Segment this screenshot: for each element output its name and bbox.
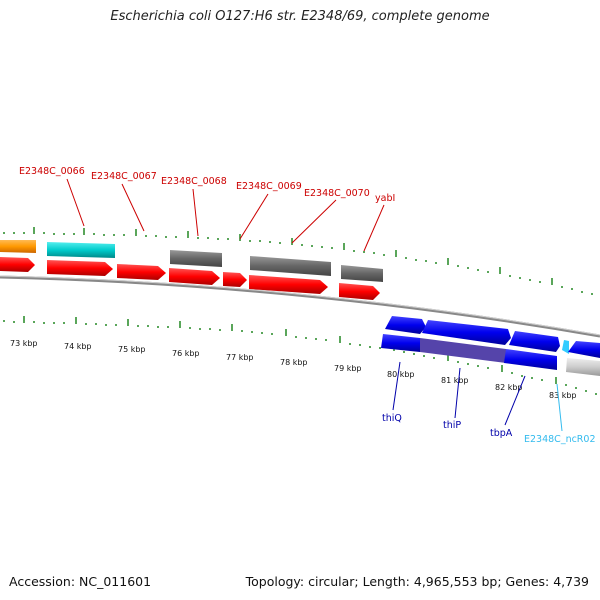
gene-feature[interactable] xyxy=(385,316,426,334)
scale-label: 81 kbp xyxy=(441,376,469,385)
bottom-label-leaders xyxy=(392,361,563,432)
gene-feature[interactable] xyxy=(249,275,328,294)
gene-label[interactable]: E2348C_0068 xyxy=(161,176,227,187)
upper-tick-row xyxy=(3,227,593,295)
top-labels: E2348C_0066 E2348C_0067 E2348C_0068 E234… xyxy=(19,166,395,204)
genome-summary-text: Topology: circular; Length: 4,965,553 bp… xyxy=(245,574,589,589)
scale-label: 74 kbp xyxy=(64,342,92,351)
gene-feature[interactable] xyxy=(250,256,331,276)
gene-label[interactable]: E2348C_ncR02 xyxy=(524,434,596,445)
gene-label[interactable]: tbpA xyxy=(490,428,513,439)
gene-feature[interactable] xyxy=(169,268,220,285)
gene-feature[interactable] xyxy=(341,265,383,282)
scale-label: 76 kbp xyxy=(172,349,200,358)
gene-label[interactable]: E2348C_0070 xyxy=(304,188,370,199)
top-label-leaders xyxy=(66,178,385,252)
gene-feature[interactable] xyxy=(47,260,113,276)
genome-backbone xyxy=(0,275,600,338)
gene-feature[interactable] xyxy=(223,272,247,287)
scale-label: 73 kbp xyxy=(10,339,38,348)
accession-text: Accession: NC_011601 xyxy=(9,574,152,589)
scale-label: 79 kbp xyxy=(334,364,362,373)
gene-label[interactable]: E2348C_0069 xyxy=(236,181,302,192)
gene-feature[interactable] xyxy=(0,257,35,272)
upper-feature-lane xyxy=(0,240,383,282)
gene-feature[interactable] xyxy=(504,349,557,370)
gene-feature[interactable] xyxy=(117,264,166,280)
gene-feature[interactable] xyxy=(566,358,600,376)
lower-tick-row xyxy=(3,316,597,395)
gene-label[interactable]: E2348C_0066 xyxy=(19,166,85,177)
map-title: Escherichia coli O127:H6 str. E2348/69, … xyxy=(110,9,490,24)
reverse-gene-lane xyxy=(381,316,600,376)
scale-label: 78 kbp xyxy=(280,358,308,367)
gene-feature[interactable] xyxy=(420,338,506,363)
gene-feature[interactable] xyxy=(422,320,511,345)
scale-label: 82 kbp xyxy=(495,383,523,392)
gene-feature[interactable] xyxy=(568,341,600,358)
gene-feature[interactable] xyxy=(509,331,560,352)
forward-gene-lane xyxy=(0,257,380,300)
gene-label[interactable]: yabI xyxy=(375,193,395,204)
gene-feature[interactable] xyxy=(47,242,115,258)
scale-label: 80 kbp xyxy=(387,370,415,379)
gene-feature[interactable] xyxy=(339,283,380,300)
gene-feature[interactable] xyxy=(0,240,36,253)
bottom-labels: thiQ thiP tbpA E2348C_ncR02 xyxy=(382,413,596,445)
scale-labels: 73 kbp 74 kbp 75 kbp 76 kbp 77 kbp 78 kb… xyxy=(10,339,577,400)
gene-label[interactable]: E2348C_0067 xyxy=(91,171,157,182)
scale-label: 77 kbp xyxy=(226,353,254,362)
gene-feature[interactable] xyxy=(170,250,222,267)
gene-feature[interactable] xyxy=(381,334,420,352)
scale-label: 83 kbp xyxy=(549,391,577,400)
gene-label[interactable]: thiQ xyxy=(382,413,402,424)
scale-label: 75 kbp xyxy=(118,345,146,354)
genome-backbone-inner xyxy=(0,275,600,336)
gene-feature[interactable] xyxy=(562,340,569,354)
gene-label[interactable]: thiP xyxy=(443,420,461,431)
